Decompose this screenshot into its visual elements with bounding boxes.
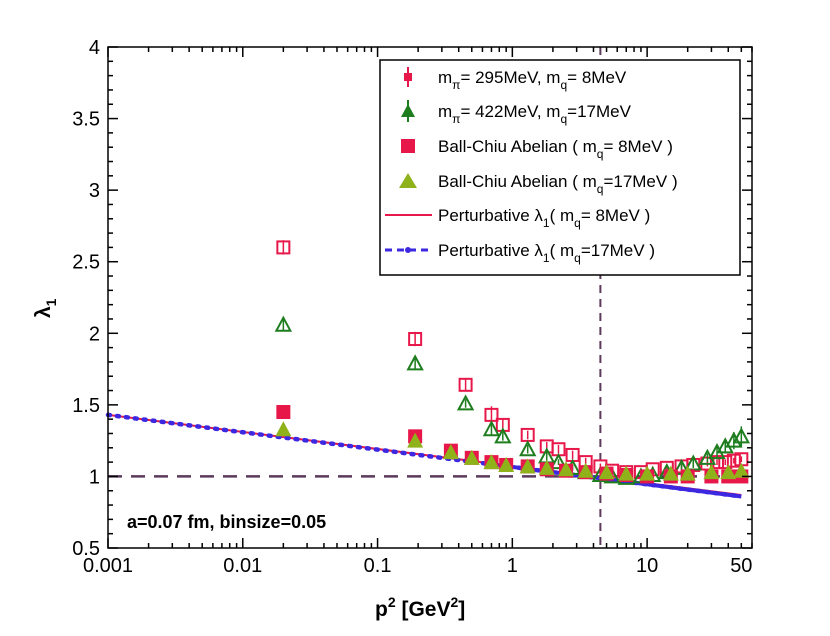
data-point (703, 464, 720, 480)
data-point (494, 427, 512, 444)
data-point (276, 405, 291, 420)
data-point (442, 444, 459, 460)
data-point (733, 462, 750, 478)
data-point (458, 377, 473, 392)
data-point (679, 465, 696, 481)
data-point (726, 453, 741, 468)
legend-entry-3: Ball-Chiu Abelian ( mq= 8MeV ) (438, 137, 673, 161)
data-point (549, 453, 568, 470)
y-axis-title: λ1 (32, 298, 59, 318)
x-tick-label: 0.001 (83, 555, 133, 577)
data-point (519, 440, 537, 457)
data-point (482, 420, 501, 437)
plot-frame (107, 46, 753, 549)
legend-symbol-3 (401, 139, 415, 153)
legend-entry-2: mπ= 422MeV, mq=17MeV (438, 102, 632, 126)
x-tick-label: 0.1 (364, 555, 392, 577)
data-point (275, 421, 292, 437)
y-tick-label: 1 (89, 466, 100, 488)
data-point (276, 240, 291, 255)
y-tick-label: 2 (89, 323, 100, 345)
legend-entry-1: mπ= 295MeV, mq= 8MeV (438, 68, 627, 92)
data-point (408, 332, 423, 347)
y-tick-label: 2.5 (72, 252, 100, 274)
y-tick-label: 1.5 (72, 395, 100, 417)
plot-area (105, 47, 752, 548)
legend-symbol-4 (399, 173, 417, 188)
data-point (639, 465, 656, 481)
x-tick-label: 1 (507, 555, 518, 577)
data-point (274, 315, 293, 332)
legend-box (379, 59, 741, 276)
legend-symbol-6-dot (405, 247, 411, 253)
legend-entry-4: Ball-Chiu Abelian ( mq=17MeV ) (438, 172, 678, 196)
legend-symbol-2 (401, 104, 415, 117)
y-tick-label: 3 (89, 180, 100, 202)
data-point (557, 461, 574, 477)
data-point (463, 449, 480, 465)
legend-entry-6: Perturbative λ1( mq=17MeV ) (438, 241, 655, 265)
data-point (407, 432, 424, 448)
annotation-text: a=0.07 fm, binsize=0.05 (127, 512, 326, 532)
x-tick-label: 50 (730, 555, 752, 577)
data-point (483, 454, 500, 470)
legend-symbols (385, 67, 432, 253)
legend-symbol-1 (404, 73, 412, 81)
data-point (498, 456, 515, 472)
data-point (538, 459, 555, 475)
data-point (725, 431, 743, 448)
x-tick-label: 10 (636, 555, 658, 577)
legend-entry-5: Perturbative λ1( mq= 8MeV ) (438, 206, 650, 230)
legend: mπ= 295MeV, mq= 8MeV mπ= 422MeV, mq=17Me… (379, 59, 741, 276)
data-point (618, 465, 635, 481)
data-point (456, 394, 475, 411)
data-point (598, 464, 615, 480)
y-tick-label: 4 (89, 37, 100, 59)
data-point (519, 458, 536, 474)
data-point (577, 462, 594, 478)
axes: 0.001 0.01 0.1 1 10 50 0.5 1 1.5 2 2.5 3 3.5 4 (72, 37, 753, 577)
data-point (720, 464, 737, 480)
x-axis-title: p2 [GeV2] (375, 594, 465, 621)
data-point (662, 465, 679, 481)
data-point (406, 354, 424, 371)
data-point (732, 427, 751, 444)
y-tick-label: 0.5 (72, 538, 100, 560)
x-tick-label: 0.01 (223, 555, 262, 577)
data-point (718, 455, 733, 470)
y-tick-label: 3.5 (72, 109, 100, 131)
